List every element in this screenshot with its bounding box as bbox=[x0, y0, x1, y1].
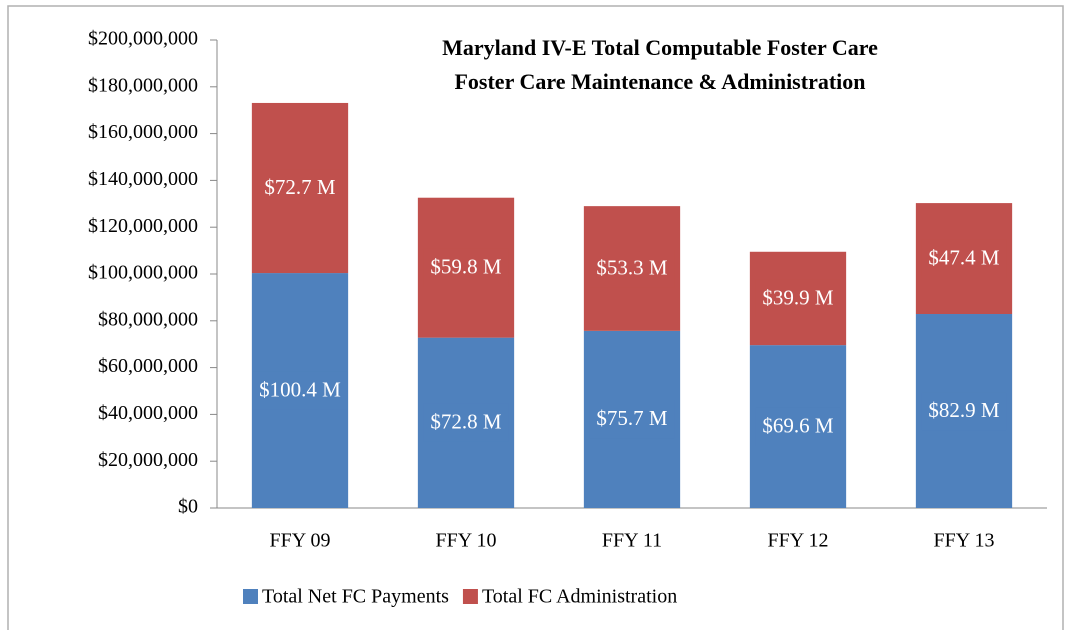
legend-swatch bbox=[462, 589, 478, 604]
y-tick-label: $80,000,000 bbox=[98, 308, 198, 330]
y-tick-label: $0 bbox=[178, 496, 198, 518]
y-tick-label: $140,000,000 bbox=[88, 168, 198, 190]
y-tick-label: $180,000,000 bbox=[88, 74, 198, 96]
chart-subtitle: Foster Care Maintenance & Administration bbox=[454, 69, 865, 94]
value-label: $59.8 M bbox=[430, 254, 502, 278]
y-tick-label: $120,000,000 bbox=[88, 215, 198, 237]
value-label-box bbox=[423, 403, 509, 442]
value-label-box bbox=[589, 400, 675, 439]
value-label: $72.8 M bbox=[430, 410, 502, 434]
y-tick-label: $20,000,000 bbox=[98, 449, 198, 471]
legend-swatch bbox=[243, 589, 258, 604]
value-label: $53.3 M bbox=[596, 255, 668, 279]
chart-title: Maryland IV-E Total Computable Foster Ca… bbox=[442, 35, 878, 60]
x-tick-label: FFY 10 bbox=[436, 530, 497, 552]
value-label-box bbox=[589, 249, 675, 288]
value-label: $72.7 M bbox=[264, 175, 336, 199]
value-label-box bbox=[755, 279, 841, 318]
value-label: $82.9 M bbox=[928, 398, 1000, 422]
value-label: $75.7 M bbox=[596, 406, 668, 430]
chart-frame bbox=[7, 5, 1064, 630]
value-label-box bbox=[252, 371, 348, 410]
legend-label: Total Net FC Payments bbox=[262, 586, 449, 608]
y-tick-label: $40,000,000 bbox=[98, 402, 198, 424]
value-label: $100.4 M bbox=[259, 377, 341, 401]
value-label-box bbox=[755, 407, 841, 446]
x-tick-label: FFY 09 bbox=[270, 530, 331, 552]
y-tick-label: $100,000,000 bbox=[88, 262, 198, 284]
y-tick-label: $200,000,000 bbox=[88, 28, 198, 50]
value-label: $69.6 M bbox=[762, 413, 834, 437]
value-label-box bbox=[921, 239, 1007, 278]
value-label-box bbox=[921, 392, 1007, 431]
value-label-box bbox=[423, 248, 509, 287]
y-tick-label: $60,000,000 bbox=[98, 355, 198, 377]
x-tick-label: FFY 12 bbox=[768, 530, 829, 552]
value-label: $39.9 M bbox=[762, 285, 834, 309]
x-tick-label: FFY 11 bbox=[602, 530, 662, 552]
x-tick-label: FFY 13 bbox=[934, 530, 995, 552]
value-label: $47.4 M bbox=[928, 245, 1000, 269]
value-label-box bbox=[257, 169, 343, 208]
y-tick-label: $160,000,000 bbox=[88, 121, 198, 143]
legend-label: Total FC Administration bbox=[482, 586, 677, 608]
